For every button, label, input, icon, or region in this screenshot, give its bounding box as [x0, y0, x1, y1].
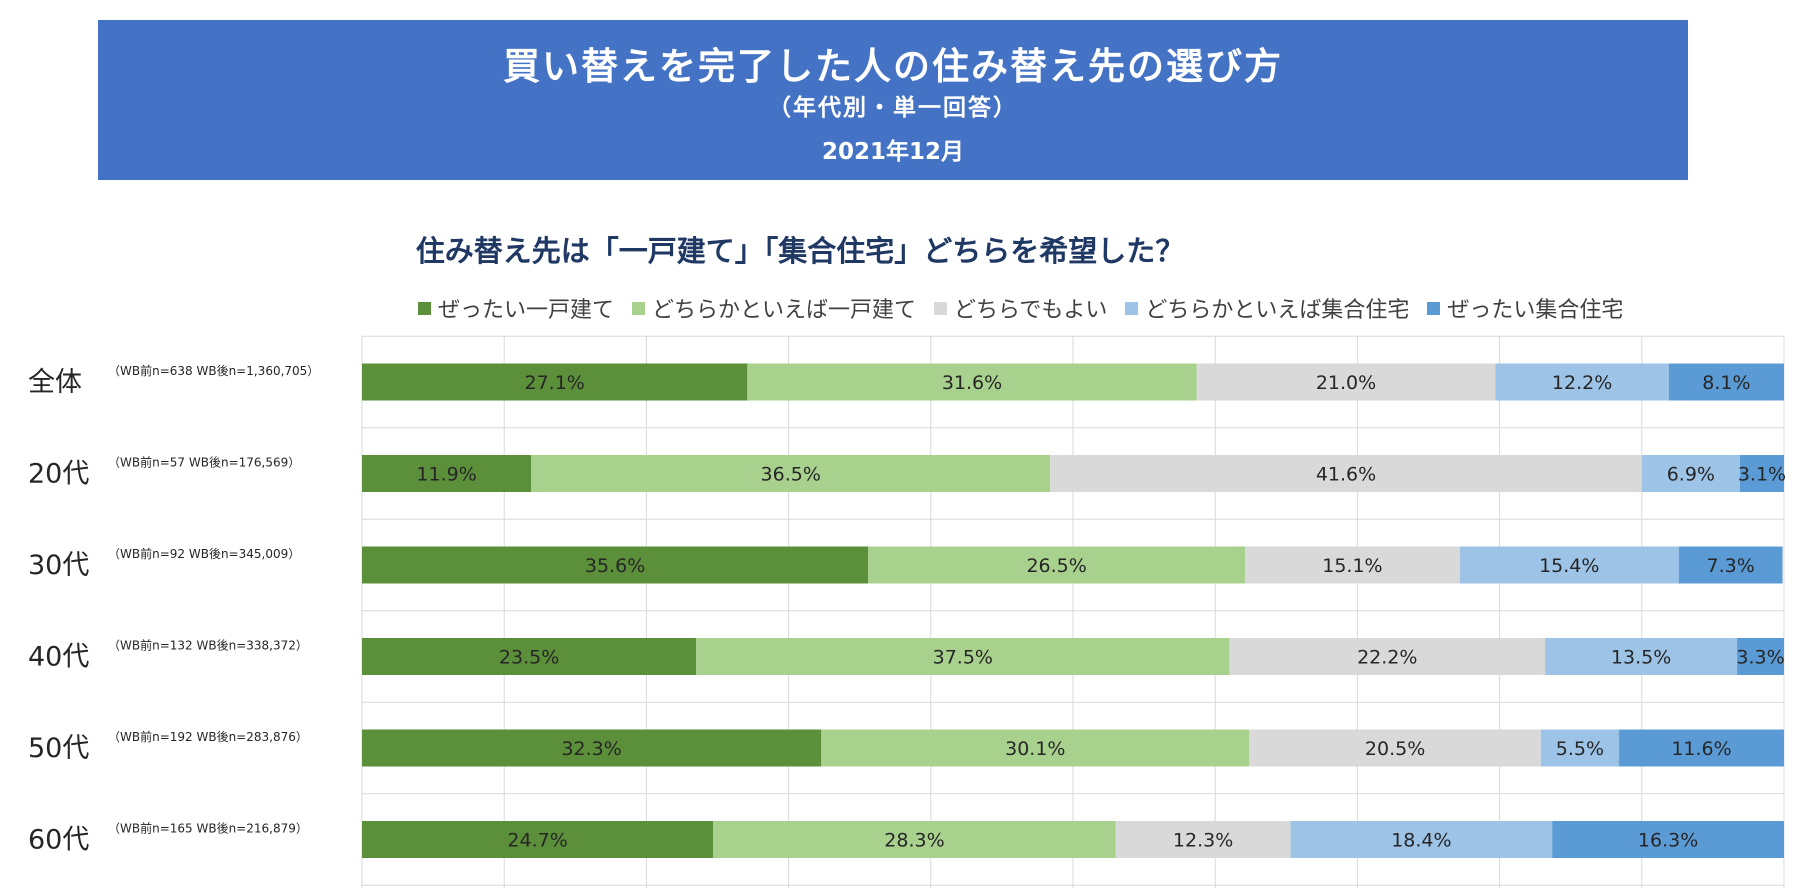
bar-segment [1668, 363, 1784, 401]
data-label: 30.1% [1005, 738, 1065, 760]
data-label: 32.3% [561, 738, 621, 760]
legend-item-2: どちらかといえば一戸建て [632, 292, 916, 324]
data-label: 21.0% [1316, 372, 1376, 394]
bar-segment [821, 729, 1250, 767]
category-label: 30代 [28, 550, 89, 581]
bar-segment [1619, 729, 1784, 767]
header-date: 2021年12月 [821, 139, 965, 165]
chart-title: 住み替え先は「一戸建て」「集合住宅」どちらを希望した？ [415, 234, 1185, 268]
bar-segment [1249, 729, 1541, 767]
data-label: 16.3% [1638, 830, 1698, 852]
legend-item-3: どちらでもよい [934, 292, 1107, 324]
bar-segment [362, 729, 822, 767]
data-label: 8.1% [1702, 372, 1750, 394]
sample-size-label: （WB前n=638 WB後n=1,360,705） [108, 363, 319, 378]
bar-segment [1495, 363, 1669, 401]
category-label: 全体 [28, 367, 82, 398]
data-label: 5.5% [1556, 738, 1604, 760]
chart-legend: ぜったい一戸建て どちらかといえば一戸建て どちらでもよい どちらかといえば集合住宅 ぜ… [418, 291, 1798, 325]
data-label: 28.3% [884, 830, 944, 852]
legend-label-2: どちらかといえば一戸建て [652, 298, 917, 323]
bar-segment [362, 638, 697, 675]
data-label: 7.3% [1707, 555, 1755, 577]
data-label: 20.5% [1365, 738, 1425, 760]
bar-segment [713, 821, 1116, 858]
legend-swatch-4 [1125, 301, 1139, 315]
bar-segment [362, 546, 869, 584]
bar-segment [1115, 821, 1291, 858]
data-label: 12.3% [1173, 830, 1233, 852]
bar-segment [747, 363, 1197, 401]
header-subtitle: （年代別・単一回答） [768, 95, 1018, 121]
legend-item-5: ぜったい集合住宅 [1427, 292, 1623, 324]
data-label: 13.5% [1611, 647, 1671, 669]
bar-segment [1245, 546, 1460, 584]
data-label: 23.5% [499, 647, 559, 669]
data-label: 22.2% [1357, 647, 1417, 669]
bar-segment [531, 455, 1051, 492]
bar-segment [1459, 546, 1679, 584]
legend-item-1: ぜったい一戸建て [418, 292, 614, 324]
bar-segment [1739, 455, 1784, 492]
bar-segment [1545, 638, 1738, 675]
sample-size-label: （WB前n=192 WB後n=283,876） [108, 729, 308, 744]
header-title: 買い替えを完了した人の住み替え先の選び方 [503, 45, 1283, 88]
bar-segment [1552, 821, 1784, 858]
data-label: 36.5% [761, 464, 821, 486]
legend-label-5: ぜったい集合住宅 [1447, 298, 1624, 323]
bar-segment [1290, 821, 1553, 858]
category-label: 60代 [28, 825, 89, 856]
legend-swatch-1 [418, 301, 431, 315]
bar-segment [1737, 638, 1784, 675]
bar-segment [868, 546, 1246, 584]
bar-segment [1641, 455, 1740, 492]
data-label: 24.7% [507, 830, 567, 852]
data-label: 15.1% [1322, 555, 1382, 577]
bar-segment [1050, 455, 1642, 492]
data-label: 26.5% [1026, 555, 1086, 577]
data-label: 15.4% [1539, 555, 1599, 577]
data-label: 6.9% [1667, 464, 1715, 486]
category-label: 40代 [28, 642, 89, 673]
legend-item-4: どちらかといえば集合住宅 [1125, 292, 1409, 324]
sample-size-label: （WB前n=57 WB後n=176,569） [108, 455, 300, 470]
data-label: 3.3% [1736, 647, 1784, 669]
sample-size-label: （WB前n=92 WB後n=345,009） [108, 546, 300, 561]
bar-segment [1678, 546, 1783, 584]
data-label: 11.6% [1671, 738, 1731, 760]
bar-segment [1196, 363, 1496, 401]
data-label: 12.2% [1552, 372, 1612, 394]
sample-size-label: （WB前n=165 WB後n=216,879） [108, 821, 308, 836]
legend-swatch-2 [632, 301, 646, 315]
data-label: 3.1% [1738, 464, 1786, 486]
data-label: 37.5% [933, 647, 993, 669]
legend-swatch-3 [934, 301, 948, 315]
legend-label-4: どちらかといえば集合住宅 [1145, 298, 1410, 323]
sample-size-label: （WB前n=132 WB後n=338,372） [108, 638, 308, 653]
legend-label-3: どちらでもよい [954, 298, 1108, 323]
data-label: 11.9% [416, 464, 476, 486]
category-label: 50代 [28, 733, 89, 764]
data-label: 35.6% [585, 555, 645, 577]
legend-swatch-5 [1427, 301, 1441, 315]
header-banner: 買い替えを完了した人の住み替え先の選び方 （年代別・単一回答） 2021年12月 [98, 20, 1688, 180]
bar-segment [696, 638, 1230, 675]
legend-label-1: ぜったい一戸建て [438, 298, 615, 323]
data-label: 27.1% [525, 372, 585, 394]
bar-segment [362, 363, 748, 401]
category-label: 20代 [28, 459, 89, 490]
data-label: 18.4% [1391, 830, 1451, 852]
bar-segment [1540, 729, 1620, 767]
bar-segment [1229, 638, 1546, 675]
bar-segment [362, 821, 714, 858]
data-label: 31.6% [942, 372, 1002, 394]
bar-segment [362, 455, 532, 492]
data-label: 41.6% [1316, 464, 1376, 486]
